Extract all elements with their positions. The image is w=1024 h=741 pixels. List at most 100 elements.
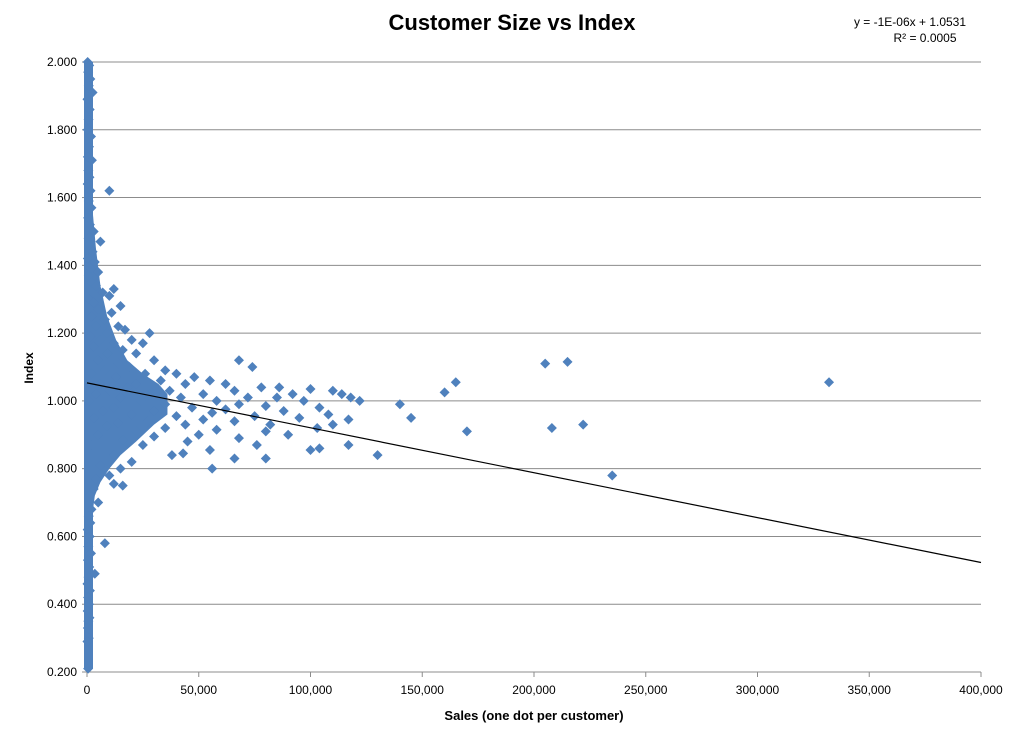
data-point bbox=[562, 356, 573, 367]
data-point bbox=[113, 417, 124, 428]
data-point bbox=[343, 439, 354, 450]
data-point bbox=[115, 463, 126, 474]
data-point bbox=[144, 389, 155, 400]
data-point bbox=[343, 414, 354, 425]
data-points bbox=[82, 57, 835, 674]
data-point bbox=[108, 284, 119, 295]
data-point bbox=[144, 328, 155, 339]
data-point bbox=[180, 419, 191, 430]
y-axis-label: Index bbox=[22, 352, 36, 384]
data-point bbox=[104, 185, 115, 196]
x-tick-label: 50,000 bbox=[180, 683, 217, 697]
data-point bbox=[85, 331, 96, 342]
data-point bbox=[149, 406, 160, 417]
data-point bbox=[88, 226, 99, 237]
data-point bbox=[90, 280, 101, 291]
data-point bbox=[204, 445, 215, 456]
data-point bbox=[104, 470, 115, 481]
data-point bbox=[83, 663, 94, 674]
data-point bbox=[260, 400, 271, 411]
data-point bbox=[207, 407, 218, 418]
data-point bbox=[256, 382, 267, 393]
data-point bbox=[220, 378, 231, 389]
data-point bbox=[95, 236, 106, 247]
x-tick-label: 200,000 bbox=[512, 683, 556, 697]
data-point bbox=[406, 412, 417, 423]
x-tick-label: 250,000 bbox=[624, 683, 668, 697]
data-point bbox=[260, 453, 271, 464]
data-point bbox=[124, 362, 135, 372]
data-point bbox=[824, 377, 835, 388]
data-point bbox=[298, 395, 309, 406]
data-point bbox=[160, 423, 171, 433]
data-point bbox=[102, 328, 113, 339]
data-point bbox=[242, 392, 253, 403]
data-point bbox=[84, 60, 95, 71]
data-point bbox=[314, 443, 325, 454]
data-point bbox=[84, 395, 95, 406]
data-point bbox=[160, 399, 171, 410]
data-point bbox=[90, 389, 101, 400]
data-point bbox=[149, 355, 160, 366]
data-point bbox=[175, 392, 186, 403]
data-point bbox=[86, 155, 97, 166]
data-point bbox=[85, 73, 96, 84]
y-tick-label: 1.400 bbox=[47, 258, 77, 272]
data-point bbox=[111, 372, 122, 383]
data-point bbox=[193, 429, 204, 440]
data-point bbox=[171, 411, 182, 422]
data-point bbox=[131, 378, 142, 389]
data-point bbox=[155, 375, 166, 386]
y-tick-label: 0.800 bbox=[47, 462, 77, 476]
data-point bbox=[106, 307, 117, 318]
data-point bbox=[187, 402, 198, 413]
data-point bbox=[108, 338, 119, 349]
data-point bbox=[82, 622, 93, 633]
data-point bbox=[372, 450, 383, 461]
data-point bbox=[82, 636, 93, 647]
data-point bbox=[93, 355, 104, 366]
data-point bbox=[84, 531, 95, 542]
data-point bbox=[85, 185, 96, 196]
data-point bbox=[84, 141, 95, 152]
data-point bbox=[84, 104, 95, 115]
y-tick-label: 1.600 bbox=[47, 191, 77, 205]
data-point bbox=[83, 233, 94, 244]
data-point bbox=[99, 365, 110, 376]
data-point bbox=[149, 431, 160, 442]
data-point bbox=[102, 421, 113, 432]
data-point bbox=[88, 412, 99, 423]
y-tick-label: 2.000 bbox=[47, 55, 77, 69]
data-point bbox=[117, 434, 128, 445]
data-point bbox=[99, 538, 110, 549]
data-point bbox=[327, 385, 338, 396]
data-point bbox=[84, 219, 95, 230]
data-point bbox=[180, 378, 191, 389]
data-point bbox=[450, 377, 461, 388]
data-point bbox=[95, 334, 106, 345]
data-point bbox=[108, 478, 119, 489]
data-point bbox=[126, 334, 137, 345]
data-point bbox=[305, 445, 316, 456]
data-point bbox=[233, 355, 244, 366]
data-point bbox=[126, 409, 137, 420]
data-point bbox=[546, 423, 557, 433]
data-point bbox=[294, 412, 305, 423]
data-point bbox=[83, 592, 94, 603]
data-point bbox=[93, 267, 104, 278]
x-tick-label: 400,000 bbox=[959, 683, 1003, 697]
data-point bbox=[115, 301, 126, 311]
data-point bbox=[90, 321, 101, 332]
data-point bbox=[104, 290, 115, 301]
data-point bbox=[260, 426, 271, 437]
data-point bbox=[271, 392, 282, 403]
data-point bbox=[85, 263, 96, 274]
dense-point-strip bbox=[84, 62, 93, 669]
data-point bbox=[102, 348, 113, 359]
data-point bbox=[119, 324, 130, 335]
data-point bbox=[87, 87, 98, 98]
data-point bbox=[312, 423, 323, 433]
data-point bbox=[82, 555, 93, 566]
data-point bbox=[233, 399, 244, 410]
